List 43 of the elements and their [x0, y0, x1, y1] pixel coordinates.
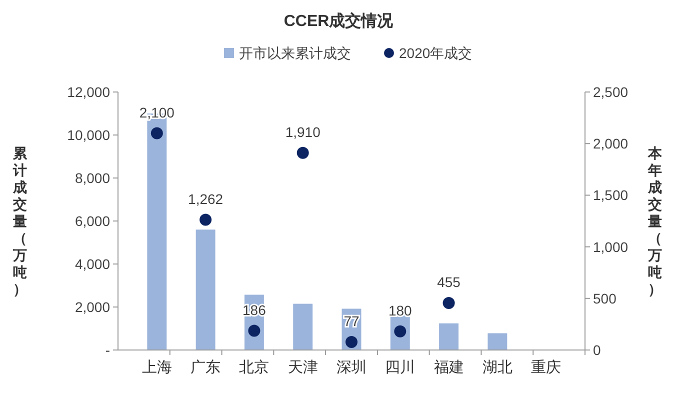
x-tick-label: 北京 [239, 359, 270, 376]
text: 本年成交量（万吨） [648, 145, 662, 297]
legend-label: 开市以来累计成交 [239, 45, 351, 61]
y-tick-label: 2,000 [74, 299, 110, 315]
data-label: 180 [388, 302, 412, 318]
chart-title: CCER成交情况 [284, 11, 394, 30]
bar [439, 323, 459, 350]
data-label: 1,262 [188, 190, 224, 207]
bar [293, 304, 313, 350]
y2-tick-label: 1,500 [593, 187, 628, 204]
point [200, 214, 212, 226]
y2-tick-label: 1,000 [593, 238, 628, 255]
point [346, 336, 358, 348]
y2-tick-label: 2,500 [593, 84, 628, 100]
text: 累计成交量（万吨） [13, 145, 27, 297]
x-tick-label: 天津 [288, 359, 318, 376]
point [296, 146, 309, 159]
bar [488, 333, 508, 350]
point [442, 297, 455, 310]
y-tick-label: 4,000 [74, 256, 110, 272]
y2-tick-label: 500 [593, 290, 617, 306]
data-label: 2,100 [139, 104, 175, 120]
y-tick-label: 6,000 [74, 213, 110, 229]
x-tick-label: 四川 [385, 359, 416, 376]
data-label: 77 [344, 313, 360, 330]
y2-tick-label: 0 [593, 342, 601, 358]
y-tick-label: - [105, 342, 110, 358]
x-tick-label: 重庆 [531, 359, 562, 376]
point [150, 127, 163, 140]
y2-tick-label: 2,000 [593, 136, 628, 152]
data-label: 455 [437, 274, 461, 290]
x-tick-label: 深圳 [336, 359, 366, 376]
x-tick-label: 广东 [190, 359, 221, 376]
data-label: 1,910 [285, 124, 321, 140]
bar [196, 230, 216, 350]
y-tick-label: 12,000 [67, 84, 110, 100]
point [248, 324, 260, 337]
x-tick-label: 上海 [142, 359, 172, 376]
x-tick-label: 福建 [434, 359, 464, 376]
y-tick-label: 10,000 [67, 127, 110, 143]
legend-label: 2020年成交 [399, 45, 472, 61]
x-tick-label: 湖北 [482, 359, 512, 376]
y-tick-label: 8,000 [74, 170, 110, 186]
